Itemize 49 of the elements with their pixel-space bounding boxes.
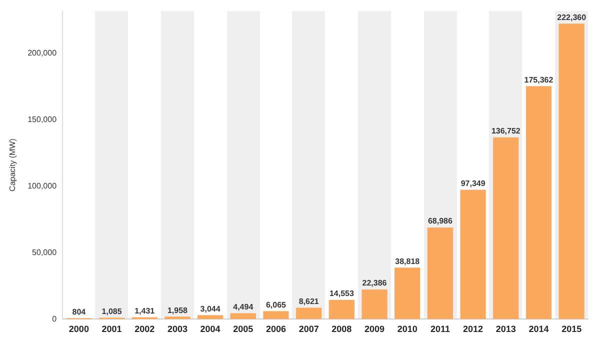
bar (263, 311, 289, 320)
x-tick-label: 2004 (200, 324, 220, 334)
data-label: 97,349 (460, 178, 486, 188)
bar (328, 300, 354, 320)
y-tick-label: 200,000 (28, 48, 58, 58)
data-label: 175,362 (524, 75, 554, 84)
x-tick-label: 2006 (266, 324, 286, 334)
data-label: 22,386 (362, 278, 388, 288)
data-label: 1,431 (134, 306, 156, 316)
bar (164, 316, 190, 320)
x-tick-label: 2005 (233, 324, 254, 334)
x-tick-label: 2009 (364, 324, 385, 334)
data-label: 68,986 (428, 216, 453, 226)
x-tick-label: 2012 (463, 324, 484, 334)
bar (394, 268, 420, 320)
x-tick-label: 2002 (134, 324, 155, 334)
data-label: 6,065 (266, 300, 287, 310)
x-tick-label: 2000 (68, 324, 89, 334)
data-label: 14,553 (329, 289, 354, 298)
data-label: 8,621 (298, 296, 320, 306)
data-label: 1,958 (167, 306, 188, 315)
bar (460, 190, 486, 320)
data-label: 3,044 (200, 304, 221, 314)
y-tick-label: 150,000 (28, 115, 58, 124)
x-tick-label: 2011 (430, 324, 450, 334)
bar (526, 86, 552, 320)
bar (362, 289, 388, 320)
data-label: 4,494 (233, 302, 254, 312)
y-tick-label: 0 (52, 314, 58, 324)
bar (296, 308, 322, 320)
data-label: 804 (72, 307, 86, 316)
x-tick-label: 2003 (167, 324, 188, 334)
y-tick-label: 100,000 (28, 181, 58, 190)
x-tick-label: 2007 (298, 324, 319, 334)
y-tick-label: 50,000 (32, 248, 58, 257)
bar (198, 315, 224, 320)
data-label: 1,085 (102, 306, 122, 316)
x-tick-label: 2015 (562, 324, 582, 334)
x-tick-label: 2001 (102, 324, 122, 334)
data-label: 222,360 (557, 12, 587, 22)
y-axis-title: Capacity (MW) (8, 138, 18, 192)
x-tick-label: 2010 (397, 324, 418, 334)
bar (230, 313, 256, 320)
data-label: 136,752 (491, 126, 521, 136)
bar (427, 227, 454, 320)
x-tick-label: 2014 (528, 324, 549, 334)
x-tick-label: 2013 (496, 324, 516, 334)
x-tick-label: 2008 (332, 324, 352, 334)
data-label: 38,818 (395, 256, 420, 266)
